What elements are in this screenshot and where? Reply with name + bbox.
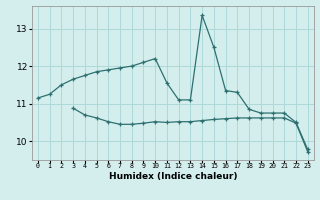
X-axis label: Humidex (Indice chaleur): Humidex (Indice chaleur) <box>108 172 237 181</box>
